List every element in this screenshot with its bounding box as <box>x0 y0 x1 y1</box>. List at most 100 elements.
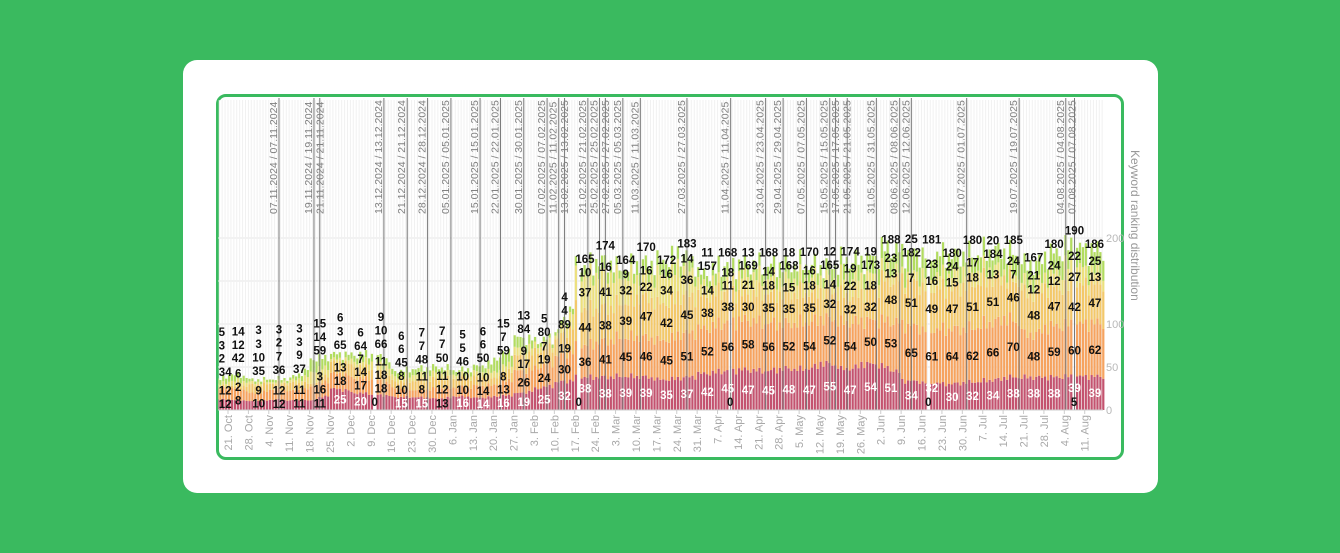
bar-segment-yellow <box>1058 275 1061 291</box>
bar-segment-green <box>516 336 519 348</box>
bar-segment-yellow <box>242 381 245 386</box>
bar-segment-green <box>635 261 639 276</box>
bar-segment-yellow <box>332 357 336 361</box>
bar-segment-green <box>528 334 531 344</box>
bar-segment-green <box>225 378 228 384</box>
data-label-yellow: 32 <box>619 285 632 297</box>
bar-segment-orange <box>842 324 846 371</box>
bar-segment-green <box>889 258 892 278</box>
bar-segment-orange <box>866 316 869 362</box>
bar-segment-green <box>752 260 755 273</box>
data-label-green: 15 <box>313 319 326 331</box>
bar-segment-red <box>370 394 373 410</box>
data-label-yellow-orange: 10 <box>477 373 490 385</box>
bar-segment-green <box>1000 258 1003 277</box>
data-label-green: 16 <box>660 269 673 281</box>
bar-segment-yellow <box>417 374 420 381</box>
data-label-total: 59 <box>497 345 510 357</box>
bar-segment-yellow-orange <box>659 304 662 341</box>
bar-segment-yellow-orange <box>1067 290 1070 327</box>
bar-segment-yellow-orange <box>895 273 898 318</box>
bar-segment-yellow <box>385 365 388 373</box>
bar-segment-yellow <box>1075 267 1079 288</box>
bar-segment-yellow <box>452 374 455 379</box>
bar-segment-yellow-orange <box>265 384 269 392</box>
x-tick-label: 20. Jan <box>488 415 500 451</box>
data-label-red: 12 <box>273 399 286 411</box>
data-label-green: 5 <box>459 330 466 342</box>
data-label-yellow-orange: 45 <box>681 310 694 322</box>
bar-segment-orange <box>816 325 819 369</box>
bar-segment-red <box>408 397 411 410</box>
bar-segment-red <box>1081 376 1085 410</box>
bar-segment-yellow-orange <box>959 296 962 336</box>
data-label-red: 54 <box>864 382 877 394</box>
bar-segment-yellow-orange <box>414 381 417 391</box>
bar-segment-orange <box>796 327 799 371</box>
bar-segment-green <box>370 353 373 362</box>
bar-segment-yellow <box>973 273 977 288</box>
bar-segment-orange <box>775 330 779 374</box>
bar-segment-orange <box>315 386 318 400</box>
data-label-orange: 70 <box>1007 342 1020 354</box>
x-tick-label: 27. Jan <box>509 415 521 451</box>
bar-segment-yellow <box>950 278 953 292</box>
bar-segment-yellow-orange <box>327 377 330 384</box>
bar-segment-yellow-orange <box>944 298 948 336</box>
bar-segment-yellow-orange <box>402 382 406 390</box>
bar-segment-yellow-orange <box>697 289 700 325</box>
bar-segment-green <box>778 262 781 279</box>
bar-segment-yellow <box>1023 273 1026 285</box>
data-label-green: 16 <box>599 262 612 274</box>
bar-segment-green <box>705 276 709 287</box>
bar-segment-green <box>886 240 889 262</box>
bar-segment-orange <box>338 372 341 389</box>
bar-segment-yellow-orange <box>376 370 379 381</box>
bar-segment-orange <box>971 329 974 383</box>
bar-segment-orange <box>268 389 272 400</box>
bar-segment-orange <box>271 389 274 400</box>
bar-segment-yellow-orange <box>300 385 304 392</box>
data-label-yellow-orange: 11 <box>375 356 388 368</box>
bar-segment-yellow-orange <box>1006 288 1009 326</box>
bar-segment-green <box>933 260 936 280</box>
data-label-yellow: 15 <box>783 282 796 294</box>
bar-segment-orange <box>851 324 854 369</box>
bar-segment-yellow-orange <box>743 286 746 315</box>
bar-segment-yellow <box>600 268 604 305</box>
bar-segment-yellow <box>807 282 811 297</box>
data-label-red: 13 <box>436 398 449 410</box>
data-label-yellow: 7 <box>908 273 914 285</box>
bar-segment-yellow-orange <box>324 374 327 381</box>
bar-segment-orange <box>408 390 411 398</box>
annotation-label: 13.02.2025 / 13.02.2025 <box>559 100 571 214</box>
bar-segment-red <box>641 375 644 410</box>
bar-segment-green <box>822 278 825 289</box>
annotation-label: 07.02.2025 / 07.02.2025 <box>536 100 548 214</box>
bar-segment-green <box>303 368 306 376</box>
bar-segment-green <box>976 255 980 271</box>
bar-segment-orange <box>466 386 470 397</box>
bar-segment-orange <box>1078 321 1082 376</box>
annotation-label: 12.06.2025 / 12.06.2025 <box>900 100 912 214</box>
bar-segment-red <box>752 368 755 410</box>
bar-segment-yellow-orange <box>735 303 738 331</box>
bar-segment-green <box>839 246 843 265</box>
bar-segment-green <box>321 359 324 370</box>
bar-segment-yellow-orange <box>839 285 843 316</box>
bar-segment-green <box>335 354 339 360</box>
bar-segment-yellow-orange <box>694 307 697 340</box>
bar-segment-orange <box>985 328 988 383</box>
bar-segment-orange <box>662 339 665 380</box>
bar-segment-yellow <box>1011 274 1015 282</box>
bar-segment-green <box>912 248 916 271</box>
bar-segment-orange <box>1049 320 1052 376</box>
bar-segment-orange <box>994 318 997 379</box>
bar-segment-red <box>880 363 883 410</box>
bar-segment-green <box>755 268 758 281</box>
bar-segment-orange <box>691 330 694 376</box>
bar-segment-yellow-orange <box>705 297 709 330</box>
bar-segment-orange <box>402 389 406 398</box>
bar-segment-red <box>842 370 846 410</box>
bar-segment-yellow-orange <box>1041 293 1044 334</box>
